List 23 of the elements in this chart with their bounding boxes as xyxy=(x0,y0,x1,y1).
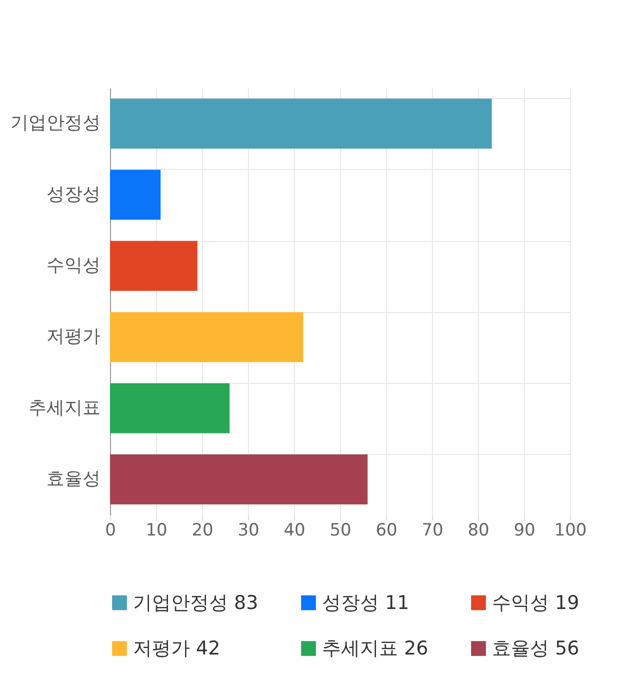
x-tick-label: 100 xyxy=(554,520,587,540)
x-tick-label: 10 xyxy=(146,520,168,540)
x-tick-label: 40 xyxy=(284,520,306,540)
x-tick-label: 20 xyxy=(192,520,214,540)
x-tick-label: 30 xyxy=(238,520,260,540)
legend-label: 기업안정성 83 xyxy=(133,592,258,614)
y-tick-label: 수익성 xyxy=(46,254,100,276)
x-tick-label: 0 xyxy=(105,520,116,540)
legend-label: 효율성 56 xyxy=(492,638,580,660)
y-tick-label: 효율성 xyxy=(46,468,100,490)
y-tick-label: 기업안정성 xyxy=(10,112,100,134)
y-tick-label: 성장성 xyxy=(46,184,100,205)
x-tick-label: 60 xyxy=(376,520,398,540)
legend-label: 성장성 11 xyxy=(322,592,410,614)
x-tick-label: 50 xyxy=(330,520,352,540)
legend-label: 추세지표 26 xyxy=(322,638,428,660)
legend-label: 저평가 42 xyxy=(133,638,220,660)
x-tick-label: 90 xyxy=(514,520,536,540)
x-tick-label: 70 xyxy=(422,520,444,540)
y-tick-label: 추세지표 xyxy=(28,397,100,418)
y-tick-label: 저평가 xyxy=(46,326,100,348)
legend-label: 수익성 19 xyxy=(492,592,580,614)
x-tick-label: 80 xyxy=(468,520,490,540)
